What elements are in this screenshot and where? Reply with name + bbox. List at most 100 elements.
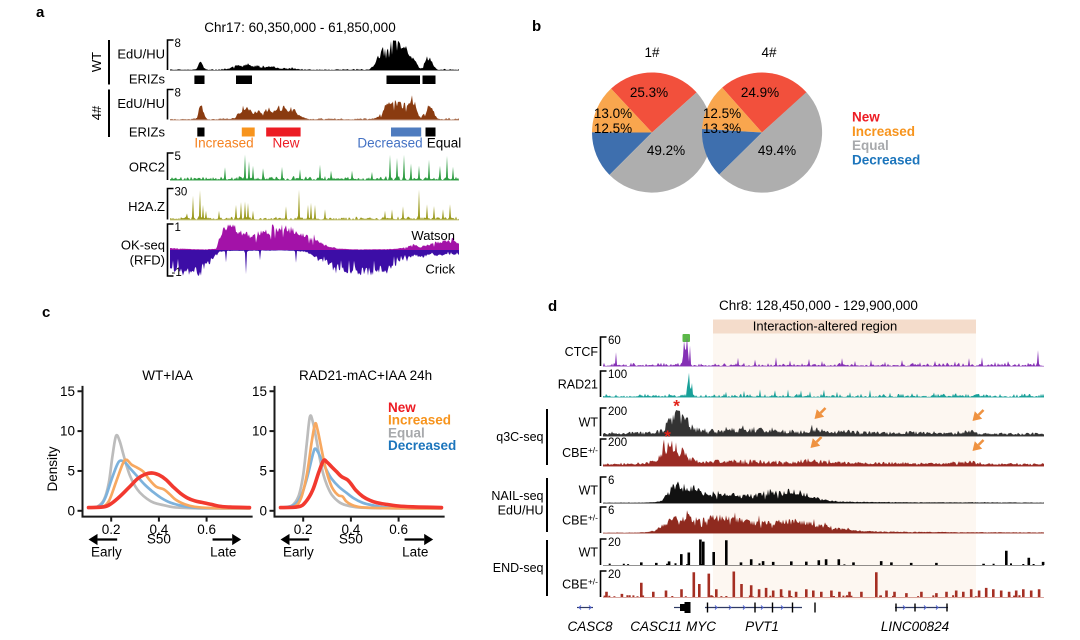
d-ctcf-bracket [599, 336, 607, 366]
d-row-label-wt: WT [579, 546, 599, 560]
track-wt-eduhu [170, 40, 459, 70]
track-h2az [170, 189, 459, 220]
d-endw-scale: 20 [608, 537, 621, 549]
pie-value-1#-1: 13.0% [594, 106, 632, 121]
d-endc-bracket [599, 570, 607, 597]
pie-value-1#-3: 49.2% [647, 143, 685, 158]
d-row-label-ctcf: CTCF [565, 345, 599, 359]
track-label-okseq-1: OK-seq [121, 238, 165, 253]
group-label-wt: WT [89, 52, 104, 72]
track-orc2 [170, 154, 459, 180]
eriz-category-decreased: Decreased [357, 136, 422, 151]
gene-linc00824-arrow-2 [935, 605, 939, 610]
wt-eriz-box-2 [386, 75, 421, 84]
wt-eriz-box-0 [194, 75, 205, 84]
4-eriz-box-3 [390, 127, 422, 137]
eriz-category-increased: Increased [194, 136, 253, 151]
pie-slice-4#-decreased [701, 128, 762, 175]
pie-slice-4#-equal [719, 92, 823, 193]
group-label-4: 4# [89, 105, 104, 120]
panel-a-title: Chr17: 60,350,000 - 61,850,000 [204, 20, 396, 35]
d-q3c-bracket [599, 438, 607, 466]
d-nailc-scale: 6 [608, 505, 614, 517]
track-4-eduhu [170, 95, 459, 120]
pie-legend-decreased: Decreased [852, 152, 920, 167]
orc2-scale: 5 [175, 151, 181, 163]
d-q3c-scale: 200 [608, 437, 627, 449]
c-plot-title-0: WT+IAA [142, 368, 193, 383]
pie-slice-4#-new [722, 72, 807, 133]
c-curve-0-equal [87, 433, 251, 510]
arrow-q3c-cbe-1-head [810, 438, 821, 448]
4-eduhu-scale: 8 [175, 88, 181, 100]
track-rad21 [603, 372, 1044, 397]
d-nailw-scale: 6 [608, 475, 614, 487]
c-early-arrow-1-head [280, 533, 290, 546]
c-ytick-label-1-10: 10 [252, 424, 267, 439]
gene-pvt1-arrow-0 [714, 605, 718, 610]
asterisk-q3c-cbe: * [664, 427, 671, 446]
c-ytick-label-0-10: 10 [60, 424, 75, 439]
4-eriz-box-1 [241, 127, 255, 137]
c-xtick-label-0-0.2: 0.2 [102, 522, 121, 537]
track-nail-wt [603, 481, 1044, 503]
c-legend-decreased: Decreased [388, 438, 456, 453]
c-xlabel-1: S50 [339, 532, 363, 547]
arrow-q3c-wt-2-head [972, 411, 983, 421]
h2az-bracket [166, 187, 174, 220]
d-rad21-bracket [599, 370, 607, 397]
c-ytick-label-1-5: 5 [259, 463, 267, 478]
d-group-label-nail-1: NAIL-seq [491, 489, 543, 503]
pie-value-4#-0: 24.9% [741, 85, 779, 100]
c-ytick-label-0-15: 15 [60, 384, 75, 399]
pie-value-1#-2: 12.5% [594, 121, 632, 136]
4-eriz-box-4 [425, 127, 436, 137]
c-ytick-label-1-15: 15 [252, 384, 267, 399]
d-row-label-rad21: RAD21 [558, 378, 598, 392]
gene-label-myc: MYC [686, 619, 716, 634]
d-row-label-cbe: CBE+/- [562, 577, 598, 592]
pie-legend-increased: Increased [852, 124, 915, 139]
h2az-scale: 30 [175, 187, 188, 199]
okseq-crick-label: Crick [425, 262, 455, 277]
4-eriz-box-2 [266, 127, 301, 137]
panel-d-title: Chr8: 128,450,000 - 129,900,000 [719, 298, 918, 313]
arrow-q3c-cbe-2-head [972, 441, 983, 451]
c-ytick-label-0-0: 0 [67, 503, 75, 518]
gene-pvt1-arrow-2 [742, 605, 746, 610]
c-ytick-label-0-5: 5 [67, 463, 75, 478]
gene-linc00824-arrow-1 [923, 605, 927, 610]
d-group-label-end: END-seq [493, 561, 544, 575]
pie-value-4#-3: 49.4% [758, 143, 796, 158]
arrow-q3c-cbe-1 [815, 436, 823, 443]
okseq-scale-top: 1 [175, 222, 181, 234]
pie-value-4#-1: 12.5% [703, 106, 741, 121]
c-ylabel: Density [45, 446, 60, 491]
c-late-label-1: Late [402, 545, 428, 560]
gene-label-casc11: CASC11 [630, 619, 682, 634]
c-plot-title-1: RAD21-mAC+IAA 24h [299, 368, 432, 383]
wt-eduhu-scale: 8 [175, 38, 181, 50]
track-label-4-eduhu: EdU/HU [117, 96, 165, 111]
c-early-label-1: Early [283, 545, 314, 560]
d-nailw-bracket [599, 476, 607, 503]
panel-b-label: b [532, 18, 542, 35]
d-group-label-q3c: q3C-seq [496, 430, 543, 444]
c-legend-new: New [388, 400, 416, 415]
track-end-wt [608, 539, 1045, 565]
pie-slice-1#-decreased [591, 132, 652, 175]
track-label-wt-eduhu: EdU/HU [117, 47, 165, 62]
c-xtick-label-0-0.4: 0.4 [150, 522, 169, 537]
d-rad21-scale: 100 [608, 369, 627, 381]
c-xtick-label-1-0.4: 0.4 [342, 522, 361, 537]
gene-pvt1-arrow-4 [780, 605, 784, 610]
gene-pvt1-arrow-1 [728, 605, 732, 610]
c-late-label-0: Late [210, 545, 236, 560]
c-xtick-label-1-0.6: 0.6 [389, 522, 408, 537]
track-label-orc2: ORC2 [129, 160, 165, 175]
okseq-scale-bottom: -1 [172, 267, 182, 279]
c-early-arrow-0-head [88, 533, 98, 546]
c-legend-equal: Equal [388, 425, 425, 440]
d-endc-scale: 20 [608, 569, 621, 581]
okseq-bracket [166, 223, 174, 277]
